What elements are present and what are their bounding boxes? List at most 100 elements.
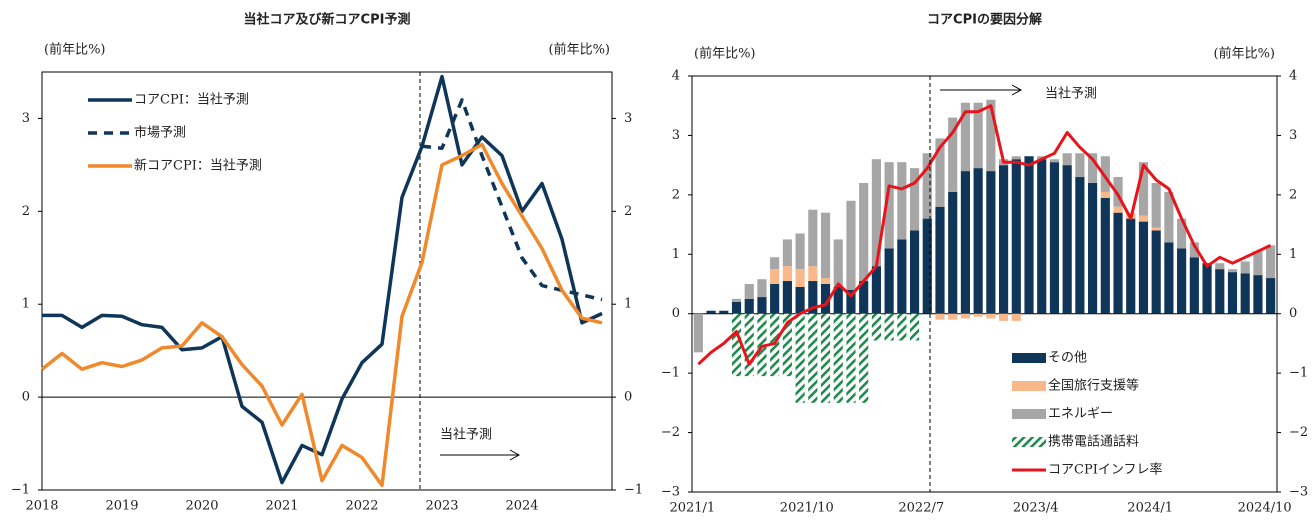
y-tick-label: −2	[661, 425, 680, 440]
bar-segment	[1062, 153, 1072, 166]
legend-label: エネルギー	[1048, 407, 1113, 422]
legend-label: 全国旅行支援等	[1048, 378, 1139, 394]
bar-segment	[1126, 218, 1136, 314]
bar-segment	[1215, 269, 1225, 314]
bar-segment	[960, 171, 971, 314]
bar-segment	[706, 310, 716, 314]
bar-segment	[770, 257, 780, 270]
x-tick-label: 2023/4	[1013, 501, 1059, 516]
bar-segment	[859, 182, 869, 282]
bar-segment	[1100, 191, 1110, 198]
x-tick-label: 2018	[25, 499, 58, 514]
y-tick-label: 0	[22, 390, 30, 405]
bar-segment	[884, 313, 894, 341]
bar-segment	[897, 162, 907, 240]
bar-segment	[795, 233, 805, 270]
x-tick-label: 2024/10	[1238, 501, 1292, 516]
chart-title: 当社コア及び新コアCPI予測	[244, 12, 411, 28]
bar-segment	[744, 298, 754, 314]
bar-segment	[859, 313, 869, 403]
y2-tick-label: −1	[624, 483, 643, 498]
bar-segment	[757, 297, 767, 314]
y2-tick-label: 4	[1289, 69, 1297, 84]
y-axis-label: (前年比%)	[44, 42, 106, 58]
y2-axis-label: (前年比%)	[1214, 46, 1276, 62]
bar-segment	[871, 266, 881, 314]
x-tick-label: 2021	[265, 499, 298, 514]
bar-segment	[1177, 248, 1187, 314]
bar-segment	[884, 248, 894, 314]
bar-segment	[808, 313, 818, 403]
bar-segment	[1138, 215, 1149, 222]
bar-segment	[744, 284, 754, 299]
bar-segment	[731, 313, 742, 377]
series-line	[42, 74, 603, 485]
bar-segment	[846, 313, 856, 403]
annotation-arrowhead	[509, 449, 521, 461]
bar-segment	[1138, 221, 1149, 314]
legend-label: 携帯電話通話料	[1048, 434, 1139, 450]
legend-label: その他	[1048, 351, 1087, 366]
bar-segment	[897, 313, 907, 341]
bar-segment	[871, 159, 881, 267]
bar-segment	[808, 266, 818, 282]
bar-segment	[1113, 206, 1123, 213]
y-tick-label: 3	[22, 111, 30, 126]
bar-segment	[1189, 242, 1199, 258]
y-tick-label: 2	[22, 204, 30, 219]
y2-axis-label: (前年比%)	[549, 42, 611, 58]
bar-segment	[1049, 159, 1060, 163]
bar-segment	[922, 153, 932, 219]
y2-tick-label: −3	[1289, 485, 1308, 500]
series-line	[40, 142, 603, 488]
bar-segment	[744, 313, 754, 377]
bar-segment	[731, 298, 742, 302]
bar-segment	[782, 266, 792, 282]
bar-segment	[960, 313, 971, 319]
y-tick-label: −1	[661, 366, 680, 381]
y-tick-label: 2	[672, 187, 680, 202]
bar-segment	[948, 313, 958, 320]
y2-tick-label: 1	[624, 297, 632, 312]
y2-tick-label: −2	[1289, 425, 1308, 440]
bar-segment	[846, 289, 856, 314]
bar-segment	[1062, 165, 1072, 314]
y2-tick-label: 3	[624, 111, 632, 126]
bar-segment	[1266, 278, 1276, 314]
bar-segment	[1164, 191, 1174, 243]
bar-segment	[973, 168, 983, 314]
bar-segment	[1075, 177, 1085, 314]
annotation: 当社予測	[440, 427, 492, 443]
bar-segment	[731, 301, 742, 314]
bar-segment	[884, 162, 894, 249]
bar-segment	[1240, 261, 1250, 274]
series-line	[697, 104, 1272, 366]
bar-segment	[782, 281, 792, 314]
bar-segment	[846, 200, 856, 290]
bar-segment	[1227, 272, 1238, 314]
plot-frame	[41, 71, 613, 491]
x-tick-label: 2019	[105, 499, 138, 514]
bar-segment	[973, 102, 983, 169]
bar-segment	[1189, 257, 1199, 314]
y-axis-label: (前年比%)	[694, 46, 756, 62]
bar-segment	[986, 99, 996, 172]
y2-tick-label: −1	[1289, 366, 1308, 381]
bar-segment	[948, 191, 958, 314]
bar-segment	[719, 310, 729, 314]
bar-segment	[1266, 245, 1276, 279]
x-tick-label: 2024	[505, 499, 538, 514]
legend-swatch	[1012, 353, 1046, 363]
y-tick-label: −3	[661, 485, 680, 500]
bar-segment	[973, 313, 983, 317]
bar-segment	[935, 313, 945, 320]
y-tick-label: 4	[672, 69, 680, 84]
bar-segment	[833, 286, 843, 314]
bar-segment	[1088, 182, 1098, 314]
x-tick-label: 2023	[425, 499, 458, 514]
x-tick-label: 2021/1	[669, 501, 715, 516]
bar-segment	[820, 212, 831, 279]
x-tick-label: 2022/7	[898, 501, 944, 516]
bar-segment	[1049, 162, 1060, 314]
